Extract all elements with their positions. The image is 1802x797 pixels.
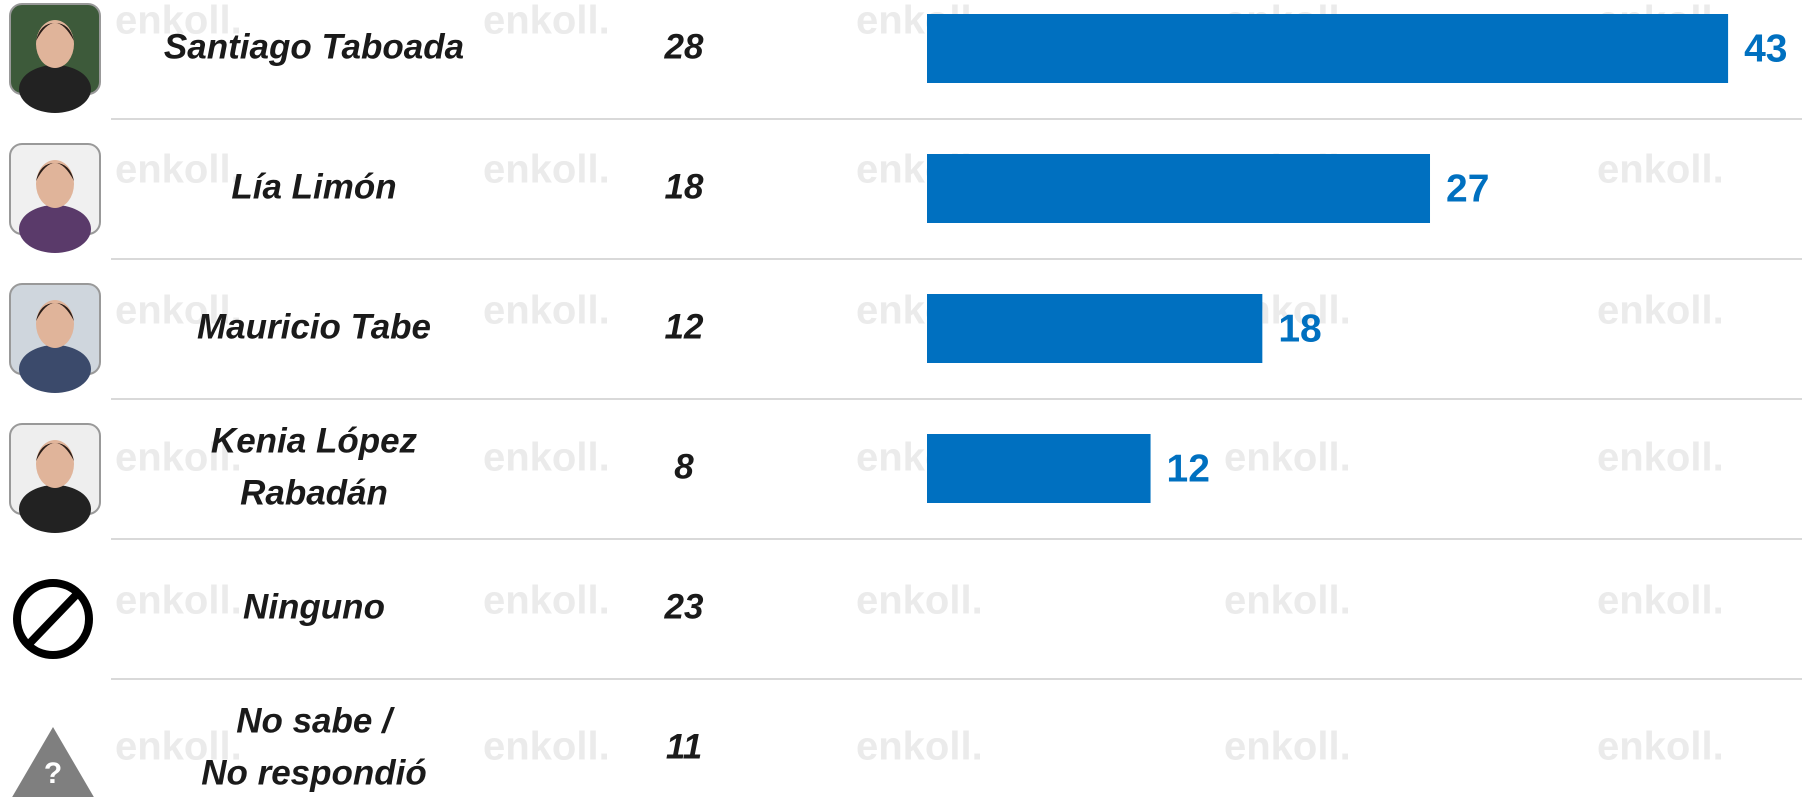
none-icon-slash (28, 593, 78, 645)
unknown-icon-mark: ? (44, 757, 62, 790)
watermark: enkoll. (1597, 436, 1724, 480)
first-value: 8 (674, 447, 694, 486)
watermark: enkoll. (483, 725, 610, 769)
watermark: enkoll. (483, 289, 610, 333)
avatar (10, 4, 100, 113)
watermark: enkoll. (115, 148, 242, 192)
watermark: enkoll. (1597, 579, 1724, 623)
first-value: 12 (665, 307, 704, 346)
avatar (10, 424, 100, 533)
watermark: enkoll. (856, 579, 983, 623)
first-value: 28 (664, 27, 704, 66)
avatar-head (36, 300, 74, 348)
bar (927, 154, 1430, 223)
bar (927, 294, 1262, 363)
chart: enkoll. enkoll. enkoll. enkoll. enkoll. enkol… (0, 0, 1802, 797)
watermark: enkoll. (1224, 579, 1351, 623)
watermark: enkoll. (115, 579, 242, 623)
candidate-name: Mauricio Tabe (197, 307, 431, 346)
first-value: 11 (666, 727, 702, 766)
candidate-name: Santiago Taboada (164, 27, 464, 66)
avatar-body (19, 345, 91, 393)
watermark: enkoll. (1597, 725, 1724, 769)
bar-label: 12 (1167, 447, 1210, 490)
bar-label: 18 (1278, 307, 1321, 350)
watermark: enkoll. (1597, 289, 1724, 333)
bar (927, 14, 1728, 83)
bar (927, 434, 1151, 503)
avatar-head (36, 20, 74, 68)
avatar-body (19, 485, 91, 533)
avatar-body (19, 65, 91, 113)
watermark: enkoll. (483, 0, 610, 43)
bar-label: 43 (1744, 27, 1787, 70)
watermark: enkoll. (856, 725, 983, 769)
avatar (10, 284, 100, 393)
watermark: enkoll. (483, 148, 610, 192)
candidate-name: No respondió (201, 753, 427, 792)
candidate-name: Ninguno (243, 587, 385, 626)
candidate-name: No sabe / (236, 701, 395, 740)
bar-label: 27 (1446, 167, 1489, 210)
avatar-head (36, 160, 74, 208)
avatar-body (19, 205, 91, 253)
page: enkoll. enkoll. enkoll. enkoll. enkoll. enkol… (0, 0, 1802, 797)
first-value: 23 (664, 587, 704, 626)
watermark: enkoll. (1597, 148, 1724, 192)
watermark: enkoll. (1224, 436, 1351, 480)
watermark: enkoll. (1224, 725, 1351, 769)
first-value: 18 (665, 167, 704, 206)
avatar-head (36, 440, 74, 488)
candidate-name: Kenia López (211, 421, 418, 460)
candidate-name: Lía Limón (231, 167, 396, 206)
watermark: enkoll. (483, 579, 610, 623)
watermark: enkoll. (483, 436, 610, 480)
avatar (10, 144, 100, 253)
candidate-name: Rabadán (240, 473, 388, 512)
